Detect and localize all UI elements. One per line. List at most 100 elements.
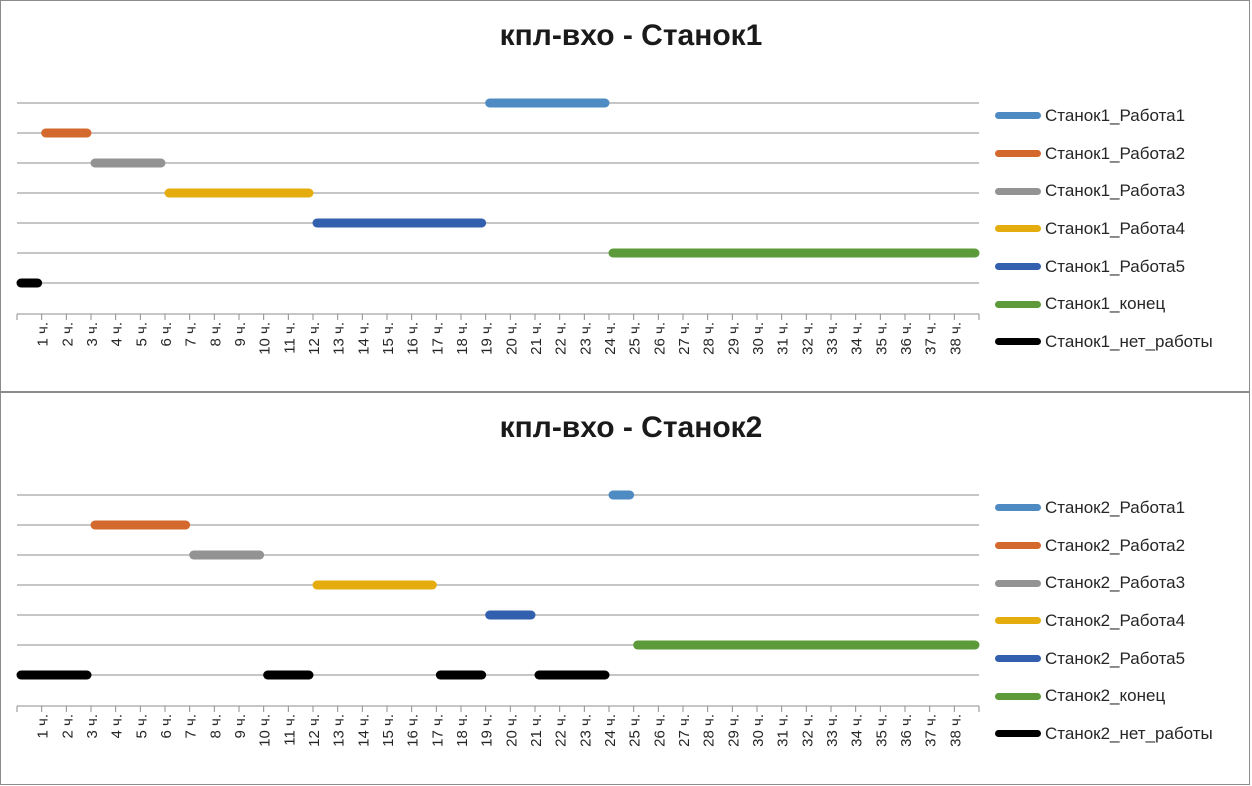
- legend-item: Станок1_Работа5: [995, 248, 1245, 286]
- x-tick-label: 29 ч.: [725, 714, 742, 747]
- legend-label: Станок2_Работа5: [1045, 648, 1186, 668]
- x-tick-label: 2 ч.: [59, 322, 76, 347]
- x-tick-label: 25 ч.: [627, 714, 644, 747]
- legend-item: Станок2_Работа3: [995, 564, 1245, 602]
- x-tick-label: 12 ч.: [306, 322, 323, 355]
- legend-item: Станок2_Работа2: [995, 527, 1245, 565]
- x-tick-label: 35 ч.: [873, 322, 890, 355]
- legend-swatch: [995, 617, 1041, 625]
- chart-title: кпл-вхо - Станок1: [499, 19, 763, 52]
- x-tick-label: 1 ч.: [35, 322, 52, 347]
- legend-swatch: [995, 150, 1041, 158]
- legend-label: Станок1_конец: [1045, 294, 1166, 314]
- legend-swatch: [995, 187, 1041, 195]
- x-tick-label: 16 ч.: [405, 714, 422, 747]
- x-tick-label: 21 ч.: [528, 714, 545, 747]
- x-tick-label: 20 ч.: [503, 322, 520, 355]
- x-tick-label: 6 ч.: [158, 714, 175, 739]
- x-tick-label: 34 ч.: [849, 714, 866, 747]
- legend-label: Станок2_Работа3: [1045, 573, 1186, 593]
- x-tick-label: 20 ч.: [503, 714, 520, 747]
- legend-label: Станок2_конец: [1045, 686, 1166, 706]
- legend-label: Станок2_Работа1: [1045, 497, 1186, 517]
- x-tick-label: 33 ч.: [824, 322, 841, 355]
- x-tick-label: 29 ч.: [725, 322, 742, 355]
- x-tick-label: 5 ч.: [133, 322, 150, 347]
- x-tick-label: 22 ч.: [553, 322, 570, 355]
- legend-item: Станок1_Работа2: [995, 135, 1245, 173]
- x-tick-label: 4 ч.: [109, 714, 126, 739]
- x-tick-label: 18 ч.: [454, 714, 471, 747]
- legend-swatch: [995, 225, 1041, 233]
- legend-swatch: [995, 692, 1041, 700]
- x-tick-label: 10 ч.: [257, 322, 274, 355]
- x-tick-label: 12 ч.: [306, 714, 323, 747]
- x-tick-label: 37 ч.: [923, 714, 940, 747]
- x-tick-label: 22 ч.: [553, 714, 570, 747]
- x-tick-label: 36 ч.: [898, 714, 915, 747]
- legend-item: Станок2_Работа4: [995, 602, 1245, 640]
- legend-item: Станок1_конец: [995, 285, 1245, 323]
- legend-swatch: [995, 263, 1041, 271]
- legend-item: Станок2_конец: [995, 677, 1245, 715]
- x-tick-label: 14 ч.: [355, 322, 372, 355]
- legend-swatch: [995, 655, 1041, 663]
- legend-label: Станок1_Работа5: [1045, 256, 1186, 276]
- gantt-plot: 1 ч. 2 ч. 3 ч. 4 ч. 5 ч. 6 ч. 7 ч. 8 ч. 9 ч. 10 ч…: [16, 98, 980, 355]
- legend-label: Станок1_нет_работы: [1045, 331, 1213, 351]
- x-tick-label: 30 ч.: [750, 322, 767, 355]
- legend-item: Станок1_Работа4: [995, 210, 1245, 248]
- chart-title: кпл-вхо - Станок2: [499, 411, 763, 444]
- x-tick-label: 31 ч.: [775, 714, 792, 747]
- x-tick-label: 17 ч.: [429, 322, 446, 355]
- x-tick-label: 38 ч.: [947, 714, 964, 747]
- x-tick-label: 28 ч.: [701, 714, 718, 747]
- legend-item: Станок2_Работа1: [995, 489, 1245, 527]
- x-tick-label: 13 ч.: [331, 714, 348, 747]
- x-tick-label: 33 ч.: [824, 714, 841, 747]
- x-tick-label: 9 ч.: [232, 322, 249, 347]
- legend-label: Станок1_Работа1: [1045, 105, 1186, 125]
- x-tick-label: 19 ч.: [479, 714, 496, 747]
- x-tick-label: 37 ч.: [923, 322, 940, 355]
- legend-item: Станок2_нет_работы: [995, 715, 1245, 753]
- x-tick-label: 4 ч.: [109, 322, 126, 347]
- x-tick-label: 11 ч.: [281, 714, 298, 746]
- x-tick-label: 17 ч.: [429, 714, 446, 747]
- legend-label: Станок1_Работа3: [1045, 181, 1186, 201]
- x-tick-label: 23 ч.: [577, 714, 594, 747]
- x-tick-label: 27 ч.: [676, 714, 693, 747]
- x-tick-label: 7 ч.: [183, 322, 200, 347]
- x-tick-label: 1 ч.: [35, 714, 52, 739]
- x-tick-label: 31 ч.: [775, 322, 792, 355]
- x-tick-label: 7 ч.: [183, 714, 200, 739]
- x-tick-label: 24 ч.: [602, 714, 619, 747]
- x-tick-label: 26 ч.: [651, 322, 668, 355]
- legend: Станок1_Работа1 Станок1_Работа2 Станок1_Ра…: [995, 97, 1245, 361]
- legend-swatch: [995, 338, 1041, 346]
- x-tick-label: 15 ч.: [380, 714, 397, 747]
- x-tick-label: 13 ч.: [331, 322, 348, 355]
- x-tick-label: 8 ч.: [207, 322, 224, 347]
- x-tick-label: 27 ч.: [676, 322, 693, 355]
- x-tick-label: 24 ч.: [602, 322, 619, 355]
- x-tick-label: 2 ч.: [59, 714, 76, 739]
- x-tick-label: 34 ч.: [849, 322, 866, 355]
- legend-label: Станок2_Работа4: [1045, 610, 1186, 630]
- x-tick-label: 3 ч.: [84, 322, 101, 347]
- x-tick-label: 35 ч.: [873, 714, 890, 747]
- x-tick-label: 32 ч.: [799, 322, 816, 355]
- chart-panel-stanok1: кпл-вхо - Станок1 1 ч. 2 ч. 3 ч. 4 ч. 5 ч. 6 …: [0, 0, 1250, 392]
- legend-item: Станок1_нет_работы: [995, 323, 1245, 361]
- x-tick-label: 6 ч.: [158, 322, 175, 347]
- chart-panel-stanok2: кпл-вхо - Станок2 1 ч. 2 ч. 3 ч. 4 ч. 5 ч. 6 …: [0, 392, 1250, 785]
- x-tick-label: 18 ч.: [454, 322, 471, 355]
- x-tick-label: 32 ч.: [799, 714, 816, 747]
- x-tick-label: 14 ч.: [355, 714, 372, 747]
- legend: Станок2_Работа1 Станок2_Работа2 Станок2_Ра…: [995, 489, 1245, 753]
- x-tick-label: 10 ч.: [257, 714, 274, 747]
- x-tick-label: 36 ч.: [898, 322, 915, 355]
- x-tick-label: 8 ч.: [207, 714, 224, 739]
- x-tick-label: 25 ч.: [627, 322, 644, 355]
- x-tick-label: 21 ч.: [528, 322, 545, 355]
